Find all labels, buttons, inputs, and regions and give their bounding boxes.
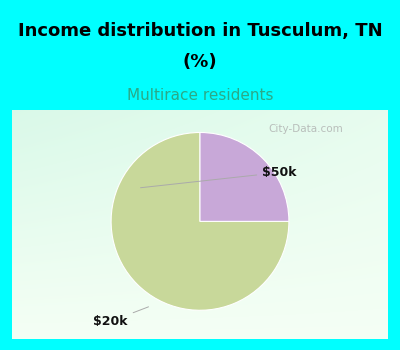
Wedge shape <box>200 132 289 222</box>
Text: Income distribution in Tusculum, TN: Income distribution in Tusculum, TN <box>18 22 382 40</box>
Text: Multirace residents: Multirace residents <box>127 88 273 103</box>
Wedge shape <box>111 132 289 310</box>
Text: $20k: $20k <box>93 307 148 328</box>
Text: $50k: $50k <box>140 166 297 188</box>
Text: City-Data.com: City-Data.com <box>268 124 343 134</box>
Text: (%): (%) <box>183 53 217 71</box>
